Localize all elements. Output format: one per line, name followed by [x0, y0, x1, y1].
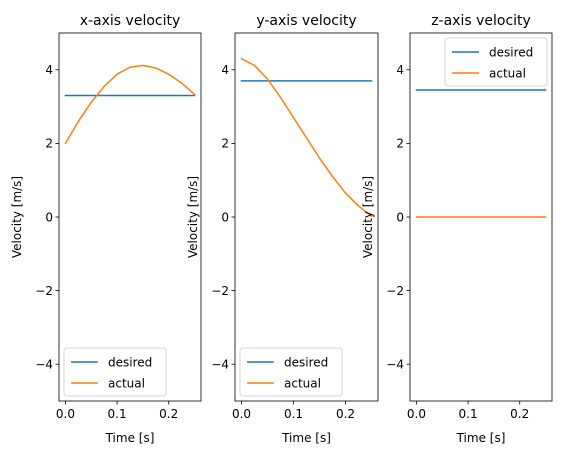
legend-label-actual: actual: [284, 376, 321, 390]
series-line-actual: [64, 64, 196, 145]
x-axis-label: Time [s]: [281, 431, 331, 445]
y-tick-label: 4: [396, 63, 404, 77]
y-axis-label: Velocity [m/s]: [361, 176, 375, 258]
y-tick-label: 0: [45, 210, 53, 224]
y-tick-label: 0: [221, 210, 229, 224]
x-tick-label: 0.1: [108, 407, 127, 421]
y-tick-label: −4: [386, 358, 404, 372]
legend-label-desired: desired: [284, 355, 328, 369]
x-tick-label: 0.0: [407, 407, 426, 421]
x-tick-label: 0.1: [284, 407, 303, 421]
subplot-1: 0.0 0.1 0.2 −4 −2 0 2 4 x-axis velocity Time [s] V…: [10, 13, 202, 445]
y-tick-label: −2: [386, 284, 404, 298]
y-tick-label: 4: [221, 63, 229, 77]
plot-frame: [58, 32, 202, 402]
y-tick-label: 2: [221, 137, 229, 151]
y-tick-label: 4: [45, 63, 53, 77]
x-tick-label: 0.0: [56, 407, 75, 421]
x-axis-label: Time [s]: [456, 431, 506, 445]
subplot-3: 0.0 0.1 0.2 −4 −2 0 2 4 z-axis velocity Time [s] V…: [361, 13, 553, 445]
y-tick-label: 0: [396, 210, 404, 224]
legend-box: [444, 37, 548, 87]
x-axis-label: Time [s]: [105, 431, 155, 445]
chart-title: z-axis velocity: [431, 13, 531, 29]
y-axis-label: Velocity [m/s]: [10, 176, 24, 258]
x-tick-label: 0.1: [459, 407, 478, 421]
legend-box: [63, 347, 167, 397]
chart-title: y-axis velocity: [256, 13, 356, 29]
x-tick-label: 0.2: [336, 407, 355, 421]
subplot-2: 0.0 0.1 0.2 −4 −2 0 2 4 y-axis velocity Time [s] V…: [186, 13, 379, 445]
legend-label-desired: desired: [489, 45, 533, 59]
chart-title: x-axis velocity: [80, 13, 181, 29]
legend-label-actual: actual: [489, 66, 526, 80]
plot-frame: [234, 32, 379, 402]
x-tick-label: 0.2: [510, 407, 529, 421]
y-tick-label: 2: [396, 137, 404, 151]
y-tick-label: 2: [45, 137, 53, 151]
legend: desired actual: [63, 347, 167, 397]
x-tick-label: 0.2: [159, 407, 178, 421]
y-tick-label: −4: [35, 358, 53, 372]
y-tick-label: −4: [211, 358, 229, 372]
legend-label-actual: actual: [108, 376, 145, 390]
y-axis-label: Velocity [m/s]: [186, 176, 200, 258]
legend: desired actual: [444, 37, 548, 87]
legend: desired actual: [239, 347, 343, 397]
x-tick-label: 0.0: [232, 407, 251, 421]
legend-box: [239, 347, 343, 397]
series-line-actual: [240, 57, 373, 218]
y-tick-label: −2: [211, 284, 229, 298]
y-tick-label: −2: [35, 284, 53, 298]
legend-label-desired: desired: [108, 355, 152, 369]
